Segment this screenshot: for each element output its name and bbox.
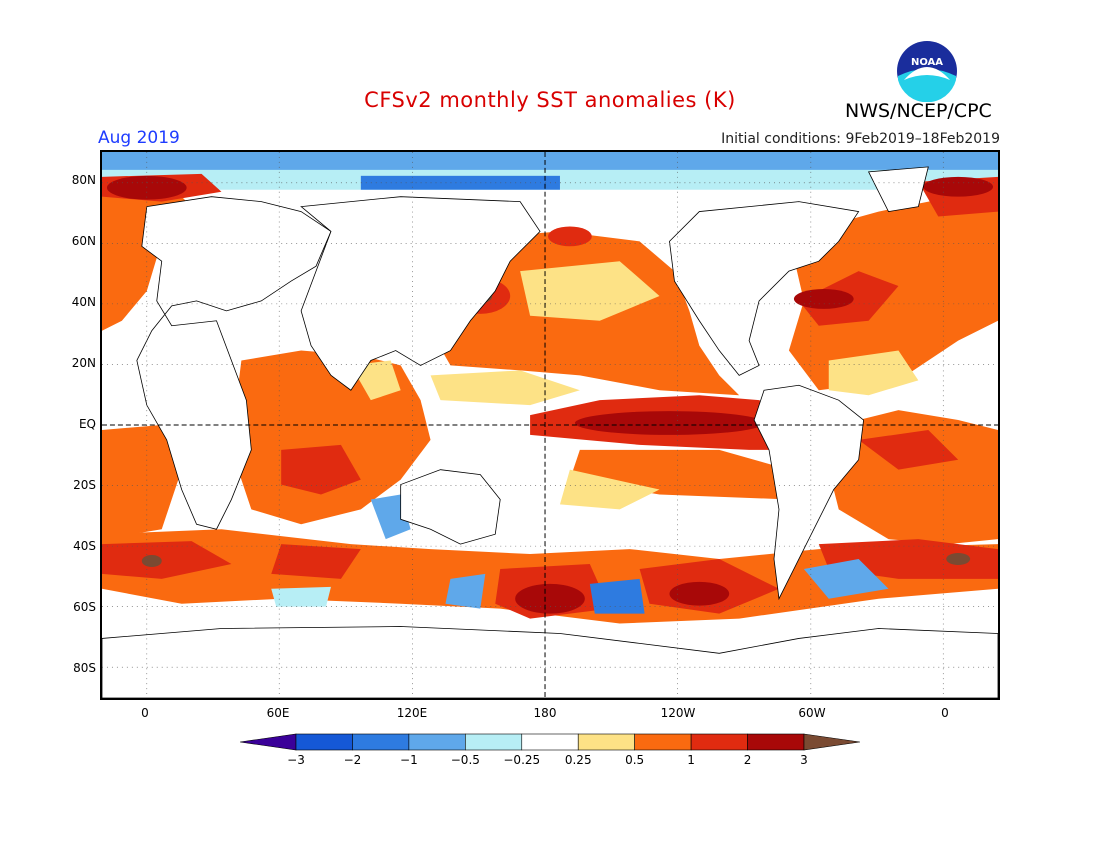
colorbar-swatch [690,733,748,751]
colorbar-tick-label: −2 [343,753,362,767]
lat-label-80n: 80N [71,173,96,187]
australia [400,469,501,545]
initial-conditions: Initial conditions: 9Feb2019–18Feb2019 [721,131,1000,147]
colorbar-swatch [521,733,579,751]
colorbar-swatch [408,733,466,751]
colorbar-tick-label: 1 [687,753,695,767]
colorbar-swatch [577,733,635,751]
southern-ocean-extreme-pacific-w [515,583,585,614]
europe-africa [136,196,332,530]
w-pacific-weak [430,370,580,406]
colorbar-tick-label: 0.5 [625,753,645,767]
noaa-logo-icon: NOAA [897,41,957,102]
southern-ocean-strong-indian [271,544,361,579]
forecast-period: Aug 2019 [98,128,180,148]
colorbar-tick-label: 0.25 [564,753,592,767]
lat-label-40n: 40N [71,295,96,309]
colorbar-tick-label: −3 [287,753,305,767]
lon-label-0-west: 0 [141,706,149,720]
light-cool-patch-indian [271,586,331,607]
lat-label-80s: 80S [73,661,96,675]
southern-ocean-extreme-pacific-e [669,581,730,606]
land-masses [102,166,998,698]
cool-patch-s-australia [445,573,486,609]
indian-ocean-strong [281,444,361,495]
sst-anomaly-map [100,150,1000,700]
colorbar [240,733,860,751]
colorbar-swatch [747,733,805,751]
n-pacific-weak-patch [520,261,660,321]
agency-label: NWS/NCEP/CPC [845,100,992,122]
lat-label-20s: 20S [73,478,96,492]
lon-label-120w: 120W [660,706,696,720]
colorbar-swatch [352,733,410,751]
colorbar-tick-label: −0.5 [450,753,480,767]
bering-warm [548,226,592,247]
logo-text: NOAA [911,57,943,68]
southern-ocean-extreme-w [141,555,162,567]
asia [300,196,541,391]
lon-label-120e: 120E [396,706,428,720]
lon-label-180: 180 [533,706,557,720]
arctic-extreme-east [923,176,994,197]
lat-label-40s: 40S [73,539,96,553]
south-america [753,384,865,601]
colorbar-arrow-high [803,733,860,751]
colorbar-swatch [465,733,523,751]
colorbar-swatch [295,733,353,751]
gulf-stream-extreme [793,288,854,309]
s-atlantic-strong [858,429,959,470]
southern-ocean-extreme-e [946,553,971,565]
cool-patch-s-pacific [589,578,645,614]
colorbar-tick-label: −1 [400,753,418,767]
lat-label-60n: 60N [71,234,96,248]
s-atlantic-warm-west [102,425,182,540]
lon-label-0-east: 0 [941,706,949,720]
colorbar-arrow-low [240,733,297,751]
colorbar-tick-label: −0.25 [503,753,541,767]
arctic-extreme-west [106,175,187,200]
north-america [669,201,860,376]
colorbar-tick-label: 2 [743,753,752,767]
tropical-atlantic-weak [828,350,919,396]
lon-label-60e: 60E [266,706,290,720]
southern-ocean-strong-w [102,541,232,579]
greenland [867,166,929,213]
lon-label-60w: 60W [798,706,826,720]
map-title: CFSv2 monthly SST anomalies (K) [364,88,736,112]
colorbar-swatch [634,733,692,751]
s-pacific-weak [559,469,660,510]
lat-label-20n: 20N [71,356,96,370]
lat-label-60s: 60S [73,600,96,614]
colorbar-tick-label: 3 [800,753,808,767]
antarctica [102,626,998,698]
equatorial-pacific-extreme [574,411,765,435]
cool-patch-drake [803,559,889,599]
lat-label-eq: EQ [78,417,96,431]
